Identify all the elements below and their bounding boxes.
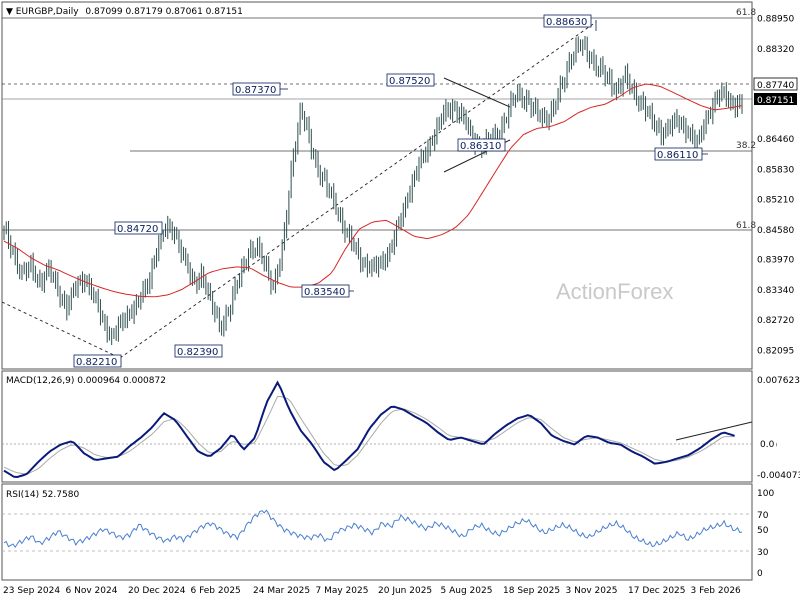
x-axis-label: 3 Feb 2026 bbox=[691, 586, 742, 596]
svg-text:0.86110: 0.86110 bbox=[657, 150, 698, 161]
x-axis-label: 17 Dec 2025 bbox=[628, 586, 686, 596]
price-y-tick: 0.88950 bbox=[757, 15, 794, 25]
fib-label-38: 38.2 bbox=[736, 141, 756, 151]
svg-text:0.87370: 0.87370 bbox=[235, 85, 276, 96]
rsi-value-tag: 50 bbox=[754, 523, 772, 536]
current-price-tag: 0.87151 bbox=[754, 93, 797, 106]
down-trendline bbox=[1, 301, 121, 359]
price-y-tick: 0.86460 bbox=[757, 135, 794, 145]
x-axis-label: 6 Nov 2024 bbox=[66, 586, 118, 596]
price-label-88630: 0.88630 bbox=[543, 14, 597, 31]
fib-label-top: 61.8 bbox=[736, 8, 756, 18]
x-axis-label: 6 Feb 2025 bbox=[191, 586, 241, 596]
x-axis-label: 18 Sep 2025 bbox=[503, 586, 560, 596]
resistance-price-tag: 0.87740 bbox=[753, 77, 798, 91]
x-axis-label: 7 May 2025 bbox=[316, 586, 369, 596]
x-axis-label: 3 Nov 2025 bbox=[566, 586, 618, 596]
rsi-tick-0: 0 bbox=[757, 569, 763, 579]
rsi-line bbox=[3, 509, 743, 548]
price-y-tick: 0.83970 bbox=[757, 256, 794, 266]
x-axis-label: 20 Jun 2025 bbox=[378, 586, 432, 596]
macd-panel bbox=[1, 370, 753, 483]
chart-header: ▼ EURGBP,Daily 0.87099 0.87179 0.87061 0… bbox=[6, 7, 243, 17]
svg-text:0.82390: 0.82390 bbox=[177, 347, 218, 358]
price-label-82210: 0.82210 bbox=[73, 354, 122, 368]
price-y-tick: 0.88320 bbox=[757, 45, 794, 55]
macd-value-tag: 0.0 bbox=[754, 437, 776, 450]
x-axis-label: 5 Aug 2025 bbox=[441, 586, 493, 596]
price-y-tick: 0.84580 bbox=[757, 226, 794, 236]
up-trendline bbox=[119, 21, 597, 359]
price-label-86110: 0.86110 bbox=[654, 147, 708, 161]
chart-ohlc: 0.87099 0.87179 0.87061 0.87151 bbox=[85, 7, 242, 17]
rsi-panel bbox=[1, 483, 753, 581]
rsi-tick-100: 100 bbox=[757, 489, 774, 499]
price-label-83540: 0.83540 bbox=[301, 284, 354, 298]
x-axis-label: 20 Dec 2024 bbox=[128, 586, 186, 596]
macd-title: MACD(12,26,9) 0.000964 0.000872 bbox=[6, 376, 166, 386]
svg-text:0.86310: 0.86310 bbox=[460, 141, 501, 152]
price-label-82390: 0.82390 bbox=[174, 344, 223, 358]
price-y-tick: 0.85210 bbox=[757, 196, 794, 206]
svg-text:0.88630: 0.88630 bbox=[546, 17, 587, 28]
price-y-tick: 0.83340 bbox=[757, 286, 794, 296]
macd-tick-top: 0.007623 bbox=[757, 376, 800, 386]
dropdown-arrow-icon: ▼ bbox=[6, 7, 16, 17]
x-axis-label: 24 Mar 2025 bbox=[253, 586, 310, 596]
price-y-axis: 0.88950 0.88320 0.86460 0.85830 0.85210 0.845… bbox=[757, 15, 794, 357]
svg-text:0.87520: 0.87520 bbox=[389, 76, 430, 87]
macd-tick-bottom: -0.004073 bbox=[757, 471, 800, 481]
svg-text:0.87151: 0.87151 bbox=[757, 96, 794, 106]
price-y-tick: 0.82095 bbox=[757, 346, 794, 356]
x-axis: 23 Sep 2024 6 Nov 2024 20 Dec 2024 6 Feb 20… bbox=[3, 586, 741, 596]
svg-text:0.83540: 0.83540 bbox=[304, 287, 345, 298]
price-label-boxes: 0.88630 0.87520 0.87370 0.86310 0.86110 … bbox=[73, 14, 708, 368]
svg-text:0.84720: 0.84720 bbox=[117, 224, 158, 235]
triangle-upper-line bbox=[443, 77, 511, 108]
price-label-87370: 0.87370 bbox=[232, 82, 288, 96]
svg-text:0.87740: 0.87740 bbox=[757, 81, 794, 91]
price-label-87520: 0.87520 bbox=[386, 73, 435, 87]
price-label-84720: 0.84720 bbox=[114, 221, 163, 235]
fib-label-61: 61.8 bbox=[736, 221, 756, 231]
rsi-tick-70: 70 bbox=[757, 511, 769, 521]
rsi-tick-30: 30 bbox=[757, 548, 769, 558]
macd-line bbox=[3, 380, 735, 479]
price-y-tick: 0.82720 bbox=[757, 316, 794, 326]
svg-text:50: 50 bbox=[757, 526, 769, 536]
price-panel bbox=[1, 1, 753, 370]
candles-group bbox=[3, 35, 743, 346]
x-axis-label: 23 Sep 2024 bbox=[3, 586, 60, 596]
price-y-tick: 0.85830 bbox=[757, 166, 794, 176]
rsi-title: RSI(14) 52.7580 bbox=[6, 490, 79, 500]
sma-line bbox=[3, 83, 743, 298]
svg-text:0.0: 0.0 bbox=[760, 440, 775, 450]
svg-text:0.82210: 0.82210 bbox=[76, 357, 117, 368]
watermark: ActionForex bbox=[556, 279, 673, 304]
macd-trendline bbox=[675, 421, 753, 441]
chart-symbol: EURGBP,Daily bbox=[16, 7, 79, 17]
macd-signal-line bbox=[3, 396, 735, 475]
price-label-86310: 0.86310 bbox=[457, 138, 506, 152]
